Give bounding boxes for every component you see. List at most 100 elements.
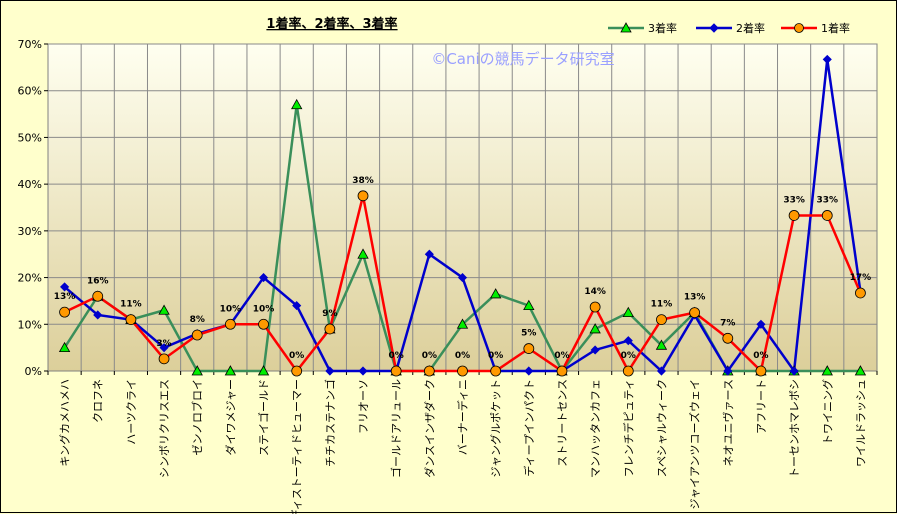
x-category-label: ジャイアンツコーズウェイ bbox=[688, 379, 702, 509]
data-point-3rd bbox=[58, 341, 71, 353]
data-point-1st bbox=[59, 306, 70, 318]
data-label: 0% bbox=[455, 351, 470, 361]
data-label: 5% bbox=[521, 329, 536, 339]
data-point-1st bbox=[490, 365, 502, 377]
data-point-1st bbox=[457, 365, 468, 377]
data-point-3rd bbox=[158, 304, 170, 315]
data-point-2nd bbox=[424, 249, 434, 259]
data-point-3rd bbox=[523, 299, 535, 311]
x-category-label: クロフネ bbox=[92, 379, 105, 423]
legend: 3着率 2着率 1着率 bbox=[608, 21, 850, 35]
data-point-2nd bbox=[325, 366, 335, 376]
data-point-2nd bbox=[457, 273, 468, 283]
data-point-2nd bbox=[723, 366, 733, 376]
data-label: 0% bbox=[389, 351, 404, 361]
data-point-1st bbox=[656, 314, 667, 326]
data-point-1st bbox=[589, 301, 601, 313]
data-label: 17% bbox=[850, 273, 872, 283]
x-category-label: トワイニング bbox=[820, 379, 834, 445]
watermark: ©Caniの競馬データ研究室 bbox=[431, 50, 614, 68]
data-point-3rd bbox=[224, 365, 237, 376]
x-category-label: ディストーティドヒューマー bbox=[290, 379, 304, 514]
legend-marker bbox=[709, 23, 719, 33]
data-point-2nd bbox=[358, 366, 368, 376]
data-label: 0% bbox=[621, 351, 636, 361]
legend-item-1st: 1着率 bbox=[781, 21, 850, 35]
data-point-3rd bbox=[357, 248, 369, 259]
data-point-1st bbox=[556, 365, 568, 377]
plot-area bbox=[47, 43, 878, 372]
x-category-label: ワイルドラッシュ bbox=[854, 379, 867, 467]
data-point-3rd bbox=[854, 365, 867, 376]
data-label: 0% bbox=[422, 351, 437, 361]
data-label: 13% bbox=[54, 292, 76, 302]
data-label: 7% bbox=[720, 318, 735, 328]
x-category-label: ダイワメジャー bbox=[223, 379, 237, 455]
x-category-label: スペシャルウィーク bbox=[655, 379, 668, 477]
x-category-label: ゼンノロブロイ bbox=[190, 379, 204, 455]
y-tick-label: 10% bbox=[18, 318, 42, 331]
data-point-3rd bbox=[456, 318, 469, 329]
data-point-1st bbox=[324, 323, 336, 335]
data-point-1st bbox=[423, 365, 435, 377]
data-label: 10% bbox=[253, 304, 275, 314]
y-tick-label: 20% bbox=[18, 272, 42, 285]
data-point-1st bbox=[821, 210, 833, 221]
y-tick-label: 40% bbox=[18, 178, 42, 191]
chart-title: 1着率、2着率、3着率 bbox=[266, 16, 397, 32]
x-category-label: キングカメハメハ bbox=[58, 379, 72, 467]
data-point-1st bbox=[722, 332, 734, 344]
data-point-3rd bbox=[257, 365, 270, 376]
y-tick-label: 0% bbox=[25, 365, 42, 378]
data-point-2nd bbox=[159, 343, 169, 353]
data-point-1st bbox=[191, 329, 203, 341]
data-label: 11% bbox=[651, 300, 673, 310]
x-category-label: ハーツクライ bbox=[125, 379, 138, 445]
x-category-label: ネオユニヴァース bbox=[721, 379, 735, 466]
data-point-1st bbox=[523, 343, 535, 354]
data-point-2nd bbox=[524, 366, 534, 376]
legend-item-2nd: 2着率 bbox=[696, 21, 765, 35]
legend-label: 1着率 bbox=[821, 21, 850, 35]
x-category-label: ディープインパクト bbox=[522, 379, 536, 477]
data-point-3rd bbox=[622, 306, 634, 318]
data-point-1st bbox=[224, 318, 236, 330]
data-label: 11% bbox=[120, 300, 142, 310]
data-point-2nd bbox=[292, 301, 302, 311]
data-point-2nd bbox=[590, 345, 600, 355]
data-point-1st bbox=[755, 365, 767, 377]
data-point-2nd bbox=[822, 54, 832, 64]
data-point-2nd bbox=[258, 273, 269, 283]
data-point-2nd bbox=[656, 366, 667, 376]
data-point-3rd bbox=[489, 288, 502, 299]
data-label: 8% bbox=[190, 315, 205, 325]
x-category-label: ダンスインザダーク bbox=[422, 379, 436, 478]
x-category-label: チチカステナンゴ bbox=[323, 379, 337, 467]
data-point-3rd bbox=[655, 339, 668, 350]
data-point-1st bbox=[291, 365, 303, 377]
data-label: 0% bbox=[289, 351, 304, 361]
data-point-1st bbox=[689, 307, 701, 319]
data-label: 13% bbox=[684, 293, 706, 303]
data-label: 38% bbox=[352, 176, 374, 186]
data-point-3rd bbox=[821, 365, 833, 376]
legend-label: 2着率 bbox=[736, 21, 765, 35]
x-category-label: バーナーディニ bbox=[456, 379, 470, 455]
x-category-label: ステイゴールド bbox=[257, 379, 271, 456]
data-label: 33% bbox=[783, 195, 805, 205]
x-category-label: ジャングルポケット bbox=[489, 379, 503, 477]
data-point-2nd bbox=[756, 319, 766, 329]
data-label: 3% bbox=[156, 339, 171, 349]
legend-label: 3着率 bbox=[648, 21, 677, 35]
data-label: 33% bbox=[816, 195, 838, 205]
data-point-3rd bbox=[589, 323, 601, 334]
data-point-1st bbox=[125, 314, 137, 326]
data-label: 0% bbox=[554, 351, 569, 361]
data-point-1st bbox=[158, 353, 170, 365]
data-point-1st bbox=[788, 210, 800, 221]
x-category-label: トーセンホマレボシ bbox=[788, 379, 801, 478]
data-point-2nd bbox=[623, 336, 633, 346]
x-category-label: フリオーソ bbox=[357, 379, 370, 434]
